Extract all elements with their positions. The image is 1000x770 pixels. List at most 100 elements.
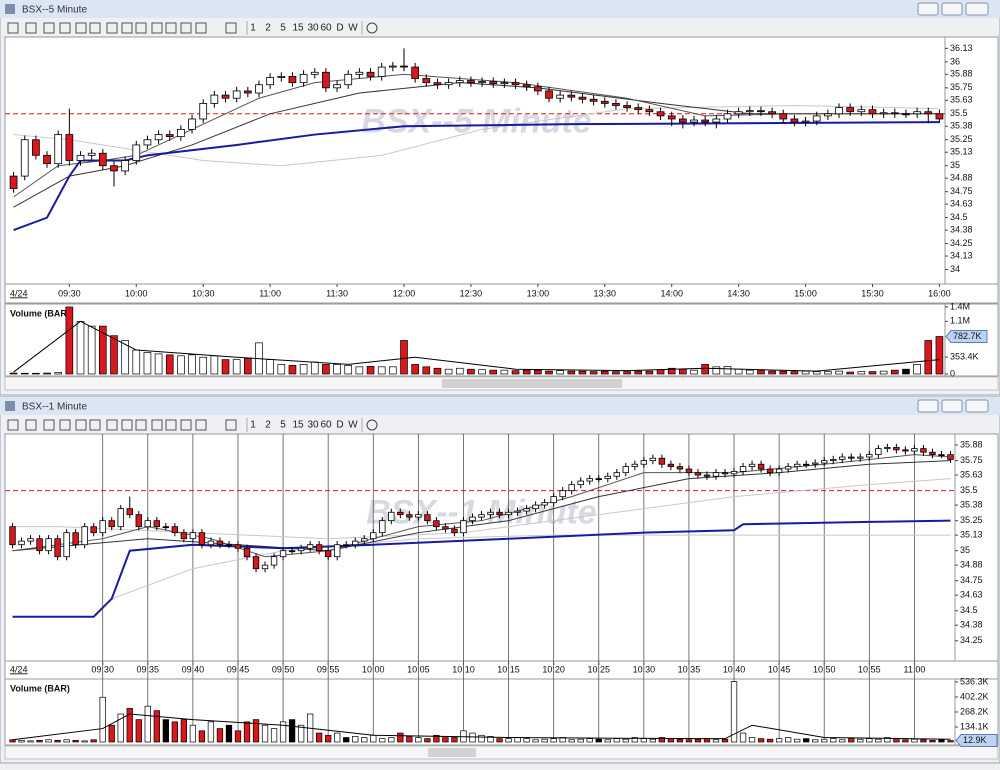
- volume-bar: [613, 738, 620, 743]
- toolbar-icon[interactable]: [135, 22, 147, 34]
- toolbar-icon[interactable]: [180, 419, 192, 431]
- scroll-thumb[interactable]: [442, 379, 622, 388]
- toolbar-icon[interactable]: [135, 419, 147, 431]
- toolbar-icon[interactable]: [43, 419, 55, 431]
- period-button[interactable]: 15: [292, 23, 304, 34]
- period-button[interactable]: 60: [320, 23, 332, 34]
- toolbar-icon[interactable]: [89, 419, 101, 431]
- y-tick-label: 34.75: [960, 575, 983, 585]
- toolbar-icon[interactable]: [121, 22, 133, 34]
- toolbar-icon[interactable]: [195, 22, 207, 34]
- volume-bar: [568, 739, 575, 743]
- period-button[interactable]: 5: [280, 420, 286, 431]
- close-chart-button[interactable]: [366, 419, 378, 431]
- minimize-button[interactable]: [917, 399, 939, 413]
- candle-body: [344, 73, 353, 86]
- toolbar-icon[interactable]: [7, 419, 19, 431]
- toolbar-icon[interactable]: [106, 22, 118, 34]
- volume-bar: [225, 724, 233, 743]
- toolbar-icon[interactable]: [106, 419, 118, 431]
- close-button[interactable]: [965, 2, 989, 16]
- toolbar-icon[interactable]: [59, 22, 71, 34]
- volume-bar: [153, 710, 160, 743]
- volume-bar: [154, 353, 163, 375]
- y-tick-label: 35.63: [960, 469, 983, 479]
- toolbar-icon[interactable]: [165, 22, 177, 34]
- toolbar-icon[interactable]: [89, 22, 101, 34]
- maximize-button[interactable]: [941, 2, 963, 16]
- y-tick-label: 34: [950, 264, 960, 274]
- volume-bar: [121, 340, 129, 375]
- close-chart-button[interactable]: [366, 22, 378, 34]
- candle-body: [98, 152, 107, 167]
- volume-bar: [322, 364, 330, 375]
- volume-bar: [325, 734, 332, 743]
- scroll-thumb[interactable]: [428, 748, 476, 757]
- volume-bar: [745, 369, 754, 375]
- toolbar-icon[interactable]: [59, 419, 71, 431]
- toolbar-icon[interactable]: [75, 22, 87, 34]
- volume-bar: [415, 737, 422, 743]
- candle-body: [377, 66, 386, 77]
- toolbar-icon[interactable]: [195, 419, 207, 431]
- toolbar-icon[interactable]: [165, 419, 177, 431]
- y-tick-label: 35.25: [960, 515, 983, 525]
- candle-body: [234, 544, 242, 549]
- candle-body: [734, 111, 743, 115]
- toolbar-icon[interactable]: [180, 22, 192, 34]
- period-button[interactable]: 1: [250, 23, 256, 34]
- period-button[interactable]: 5: [280, 23, 286, 34]
- candle-body: [830, 459, 837, 462]
- period-button[interactable]: 30: [307, 420, 319, 431]
- period-button[interactable]: D: [336, 23, 343, 34]
- candle-body: [243, 90, 252, 94]
- volume-bar: [90, 739, 97, 743]
- close-button[interactable]: [965, 399, 989, 413]
- toolbar-icon[interactable]: [25, 419, 37, 431]
- toolbar-icon[interactable]: [151, 22, 163, 34]
- period-button[interactable]: 1: [250, 420, 256, 431]
- toolbar-icon[interactable]: [75, 419, 87, 431]
- toolbar-icon[interactable]: [25, 22, 37, 34]
- candle-body: [277, 76, 286, 78]
- candle-body: [232, 90, 241, 99]
- volume-bar: [938, 739, 945, 743]
- period-button[interactable]: W: [348, 420, 358, 431]
- candle-body: [361, 538, 368, 542]
- minimize-button[interactable]: [917, 2, 939, 16]
- period-button[interactable]: 60: [320, 420, 332, 431]
- toolbar-icon[interactable]: [151, 419, 163, 431]
- volume-bar: [188, 354, 196, 375]
- period-button[interactable]: 30: [307, 23, 319, 34]
- period-button[interactable]: 2: [265, 420, 271, 431]
- period-button[interactable]: W: [348, 23, 358, 34]
- toolbar-icon[interactable]: [225, 22, 237, 34]
- toolbar-icon[interactable]: [225, 419, 237, 431]
- toolbar-icon[interactable]: [121, 419, 133, 431]
- candle-body: [645, 109, 654, 113]
- period-button[interactable]: 15: [292, 420, 304, 431]
- volume-bar: [343, 737, 350, 743]
- period-button[interactable]: 2: [265, 23, 271, 34]
- volume-bar: [316, 732, 323, 743]
- volume-bar: [478, 369, 486, 375]
- volume-title: Volume (BAR): [10, 308, 70, 318]
- volume-bar: [99, 696, 106, 743]
- volume-bar: [117, 713, 124, 743]
- indicator-line: [13, 104, 940, 167]
- indicator-line: [12, 519, 951, 618]
- candle-body: [261, 564, 269, 570]
- candle-body: [333, 84, 341, 89]
- volume-bar: [757, 370, 765, 375]
- candle-body: [442, 526, 449, 530]
- candle-body: [600, 100, 609, 104]
- maximize-button[interactable]: [941, 399, 963, 413]
- toolbar-icon[interactable]: [7, 22, 19, 34]
- candle-body: [533, 86, 542, 92]
- toolbar-icon[interactable]: [43, 22, 55, 34]
- period-button[interactable]: D: [336, 420, 343, 431]
- scrollbar[interactable]: [4, 745, 999, 760]
- candle-body: [433, 82, 442, 86]
- candle-body: [189, 532, 197, 540]
- candle-body: [884, 447, 891, 450]
